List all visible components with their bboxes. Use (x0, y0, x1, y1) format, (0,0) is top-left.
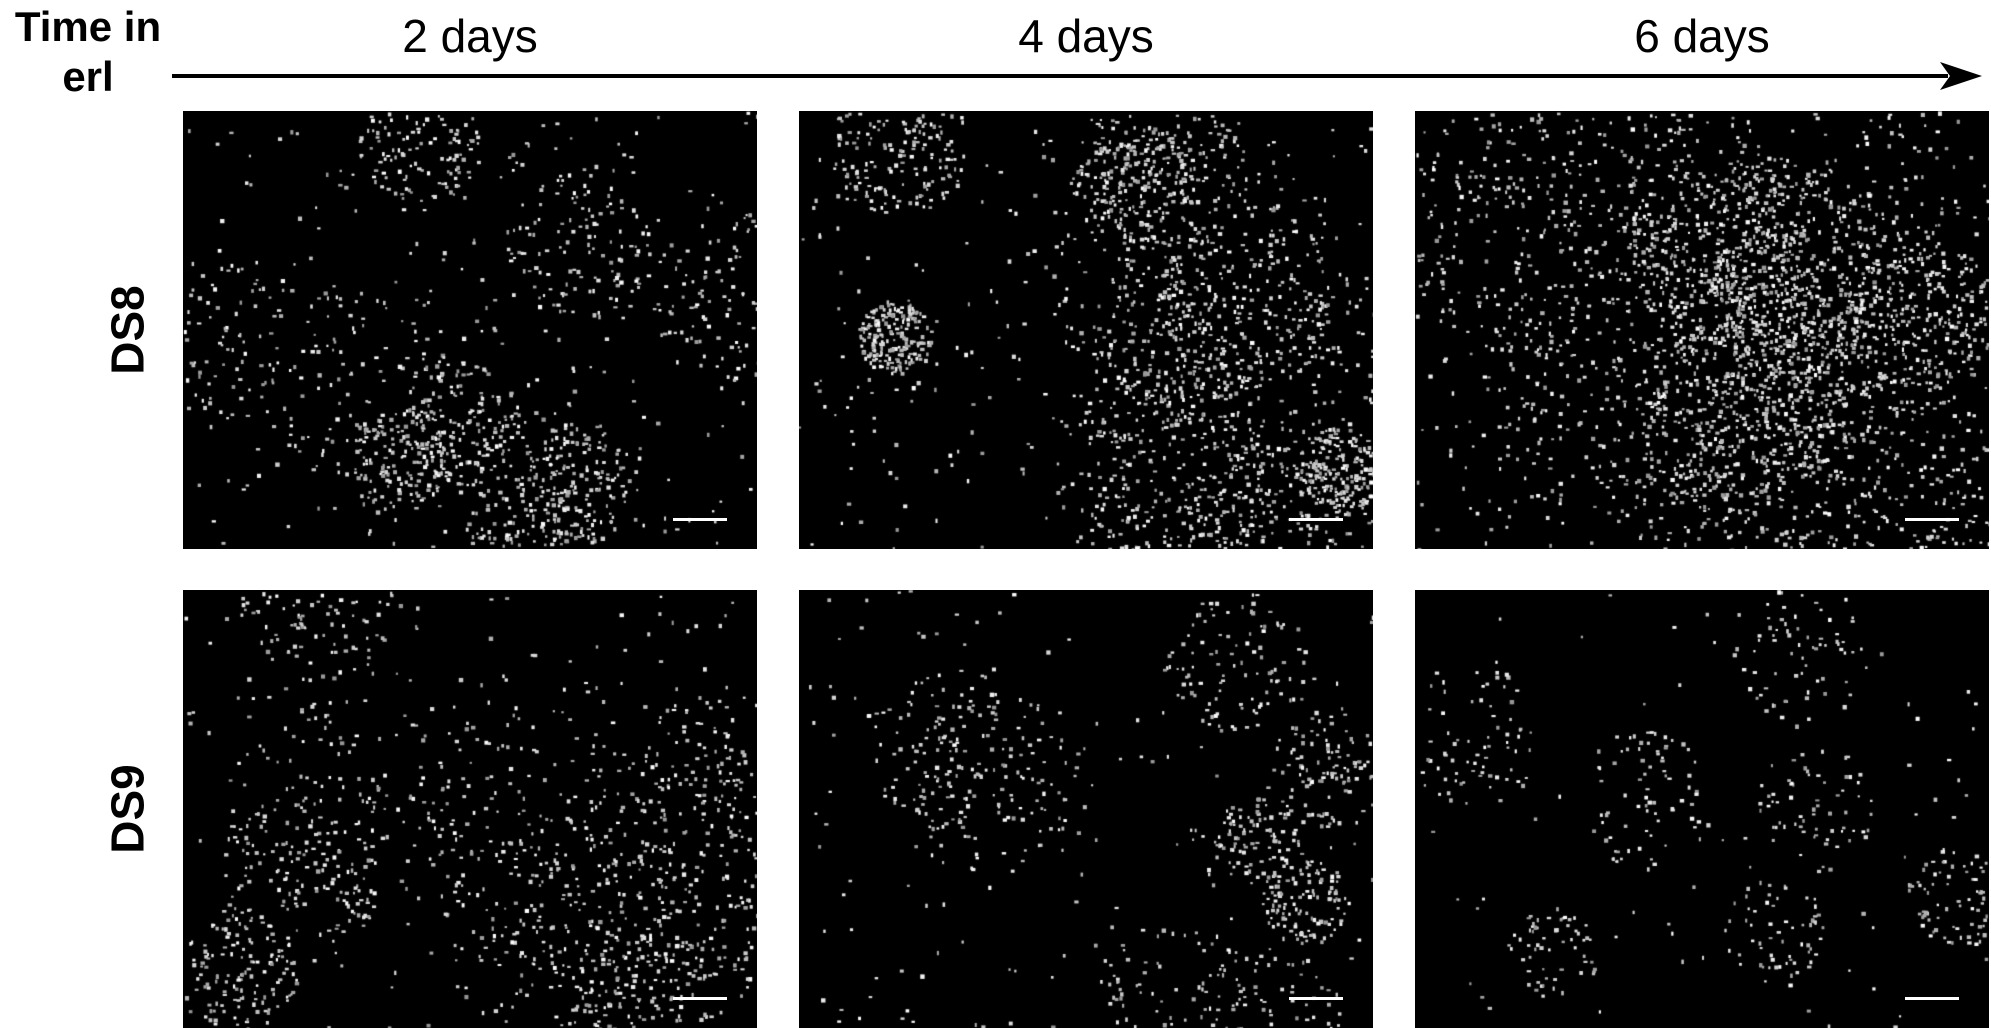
scale-bar-icon (1905, 997, 1959, 1000)
time-axis-title: Time in erl (14, 3, 162, 100)
micrograph-ds9-4-days (799, 590, 1373, 1028)
micrograph-ds8-2-days (183, 111, 757, 549)
scale-bar-icon (673, 997, 727, 1000)
micrograph-ds9-6-days (1415, 590, 1989, 1028)
micrograph-ds8-4-days (799, 111, 1373, 549)
column-label-4-days: 4 days (1018, 10, 1154, 62)
column-label-2-days: 2 days (402, 10, 538, 62)
scale-bar-icon (1289, 518, 1343, 521)
scale-bar-icon (673, 518, 727, 521)
row-label-ds9-text: DS9 (102, 764, 155, 854)
column-label-6-days: 6 days (1634, 10, 1770, 62)
row-label-ds8-text: DS8 (102, 285, 155, 375)
row-label-ds9: DS9 (102, 590, 155, 1028)
micrograph-ds9-2-days (183, 590, 757, 1028)
scale-bar-icon (1289, 997, 1343, 1000)
time-arrow-icon (172, 62, 1982, 90)
row-label-ds8: DS8 (102, 111, 155, 549)
micrograph-ds8-6-days (1415, 111, 1989, 549)
scale-bar-icon (1905, 518, 1959, 521)
